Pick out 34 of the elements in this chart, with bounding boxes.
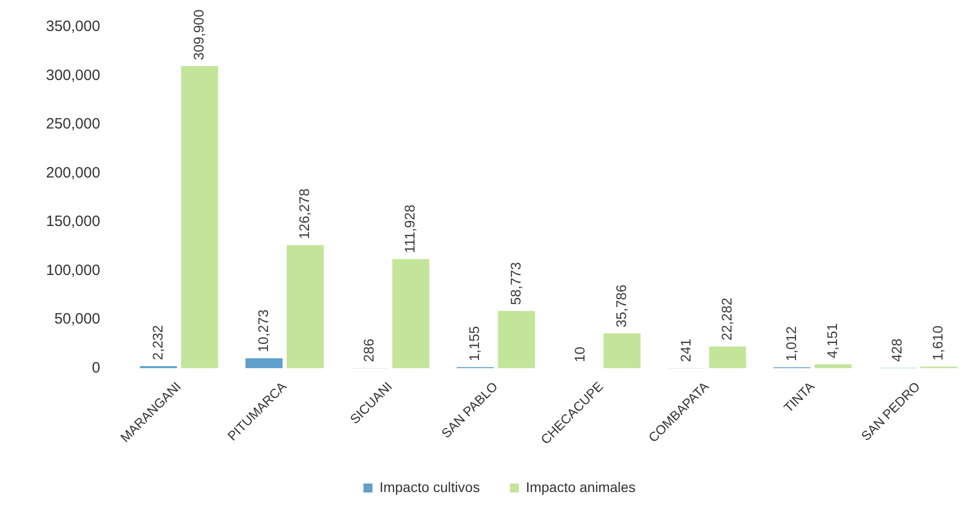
bar [286,245,324,368]
bar [814,364,852,368]
bar [392,259,430,368]
data-label: 35,786 [612,284,629,328]
data-label: 10,273 [254,309,271,352]
y-tick-label: 200,000 [46,164,100,182]
data-label: 111,928 [402,204,418,254]
data-label: 4,151 [824,322,840,358]
y-tick-label: 300,000 [46,66,100,84]
data-label: 309,900 [190,9,206,60]
legend-label: Impacto cultivos [379,478,480,495]
data-label: 241 [677,338,694,362]
y-tick-label: 100,000 [46,262,100,279]
data-label: 428 [888,338,904,362]
y-tick-label: 0 [92,359,100,376]
data-label: 1,155 [466,326,482,362]
y-tick-label: 150,000 [46,213,100,230]
data-label: 2,232 [149,324,166,360]
data-label: 1,012 [782,326,799,362]
data-label: 10 [572,346,588,362]
bar [498,310,535,368]
bar [245,358,283,368]
y-tick-label: 250,000 [46,116,100,133]
legend-label: Impacto animales [526,478,636,495]
data-label: 126,278 [296,188,312,240]
bar [181,66,218,368]
data-label: 58,773 [507,262,524,305]
y-tick-label: 50,000 [54,310,100,328]
data-label: 22,282 [718,297,734,341]
bar [603,333,641,368]
y-tick-label: 350,000 [46,18,100,36]
data-label: 1,610 [930,325,946,361]
bar [709,346,746,368]
data-label: 286 [360,338,376,362]
